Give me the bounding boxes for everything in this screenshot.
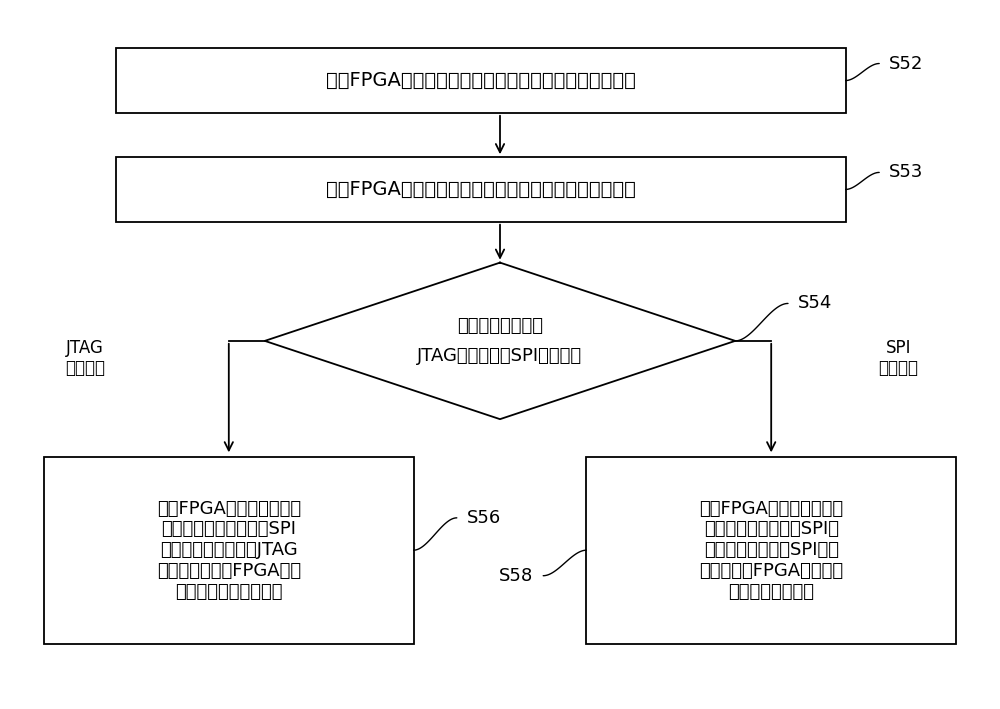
Text: JTAG配置模式或SPI配置模式: JTAG配置模式或SPI配置模式 <box>417 347 583 365</box>
Text: S52: S52 <box>889 55 923 72</box>
Text: 控制FPGA芯片接收地面端上传的在轨重构所需配置文件: 控制FPGA芯片接收地面端上传的在轨重构所需配置文件 <box>326 71 636 90</box>
Text: S56: S56 <box>466 509 501 527</box>
Text: S54: S54 <box>798 294 832 313</box>
Text: 控制FPGA芯片将轨重构所
需配置文件存入第二SPI闪
速存储器，并采用SPI配置
模式对星务FPGA芯片重新
配置完成在轨重构: 控制FPGA芯片将轨重构所 需配置文件存入第二SPI闪 速存储器，并采用SPI配… <box>699 500 843 601</box>
FancyBboxPatch shape <box>44 457 414 644</box>
Text: S58: S58 <box>499 566 534 585</box>
Text: JTAG
配置模式: JTAG 配置模式 <box>65 338 105 377</box>
Text: 判断配置模式采用: 判断配置模式采用 <box>457 317 543 335</box>
Text: S53: S53 <box>889 164 923 182</box>
Text: 控制FPGA芯片接收地面端上传的在轨重构所需配置文件: 控制FPGA芯片接收地面端上传的在轨重构所需配置文件 <box>326 180 636 199</box>
FancyBboxPatch shape <box>586 457 956 644</box>
FancyBboxPatch shape <box>116 48 846 113</box>
Text: SPI
配置模式: SPI 配置模式 <box>878 338 918 377</box>
Text: 控制FPGA芯片将在轨重构
所需配置文件存入第一SPI
闪速存储器，并采用JTAG
配置模式对星务FPGA芯片
重新配置完成在轨重构: 控制FPGA芯片将在轨重构 所需配置文件存入第一SPI 闪速存储器，并采用JTA… <box>157 500 301 601</box>
FancyBboxPatch shape <box>116 157 846 222</box>
